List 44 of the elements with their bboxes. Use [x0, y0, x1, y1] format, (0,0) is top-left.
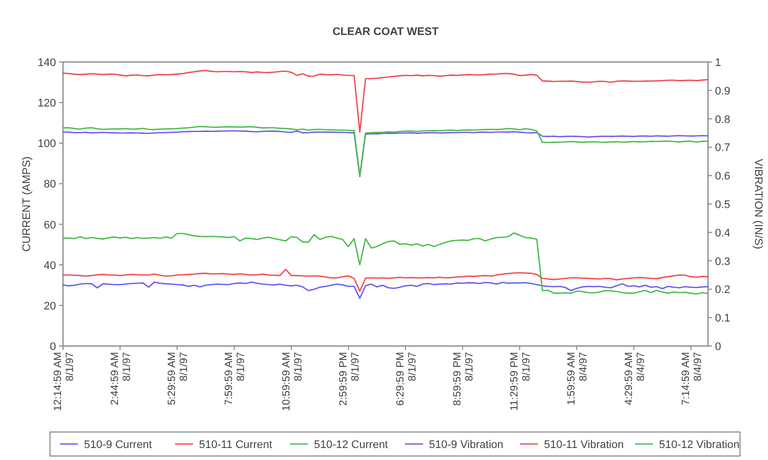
legend-label: 510-9 Current: [84, 439, 152, 451]
x-tick-label: 7:59:59 AM 8/1/97: [223, 352, 248, 406]
y2-tick-label: 0.7: [715, 142, 730, 154]
y-axis-title: CURRENT (AMPS): [21, 156, 33, 252]
x-tick-label: 11:29:59 PM 8/1/97: [508, 352, 533, 411]
y-tick-label: 120: [38, 98, 56, 110]
y2-tick-label: 0.3: [715, 256, 730, 268]
y2-tick-label: 0.2: [715, 284, 730, 296]
x-tick-label: 4:29:59 AM 8/4/97: [622, 352, 647, 406]
y-tick-label: 20: [44, 300, 56, 312]
x-tick-label: 10:59:59 AM 8/1/97: [280, 352, 304, 411]
x-tick-label: 5:29:59 AM 8/1/97: [166, 352, 190, 406]
legend-label: 510-9 Vibration: [429, 439, 504, 451]
y-tick-label: 80: [44, 178, 56, 191]
y-tick-label: 140: [38, 57, 56, 69]
y-tick-label: 100: [38, 138, 56, 150]
legend-label: 510-11 Current: [199, 439, 272, 451]
line-series: [62, 70, 709, 133]
x-tick-label: 8:59:59 PM 8/1/97: [452, 352, 476, 406]
y2-tick-label: 0.1: [715, 312, 730, 325]
legend-label: 510-12 Vibration: [659, 439, 740, 451]
x-tick-label: 1:59:59 AM 8/4/97: [566, 352, 590, 406]
y2-tick-label: 0.6: [715, 170, 730, 183]
y2-tick-label: 0.9: [715, 85, 730, 98]
y2-tick-label: 0.5: [715, 199, 730, 211]
x-tick-label: 7:14:59 AM 8/4/97: [680, 352, 704, 406]
y2-tick-label: 0: [715, 341, 722, 353]
y-tick-label: 60: [44, 219, 56, 232]
y-tick-label: 0: [50, 341, 56, 353]
x-tick-label: 12:14:59 AM 8/1/97: [52, 352, 76, 411]
line-series: [62, 281, 709, 299]
x-tick-label: 6:29:59 PM 8/1/97: [394, 352, 418, 406]
y2-tick-label: 0.8: [715, 114, 730, 126]
line-series: [62, 268, 709, 292]
legend-label: 510-12 Current: [314, 439, 388, 451]
y2-tick-label: 0.4: [715, 227, 730, 240]
chart-title: CLEAR COAT WEST: [332, 26, 439, 38]
legend-label: 510-11 Vibration: [544, 439, 624, 451]
y2-axis-title: VIBRATION (IN/S): [752, 158, 764, 250]
line-series: [62, 232, 709, 295]
y-tick-label: 40: [44, 260, 56, 272]
y2-tick-label: 1: [715, 57, 722, 69]
x-tick-label: 2:59:59 PM 8/1/97: [337, 352, 362, 406]
x-tick-label: 2:44:59 AM 8/1/97: [109, 352, 134, 406]
